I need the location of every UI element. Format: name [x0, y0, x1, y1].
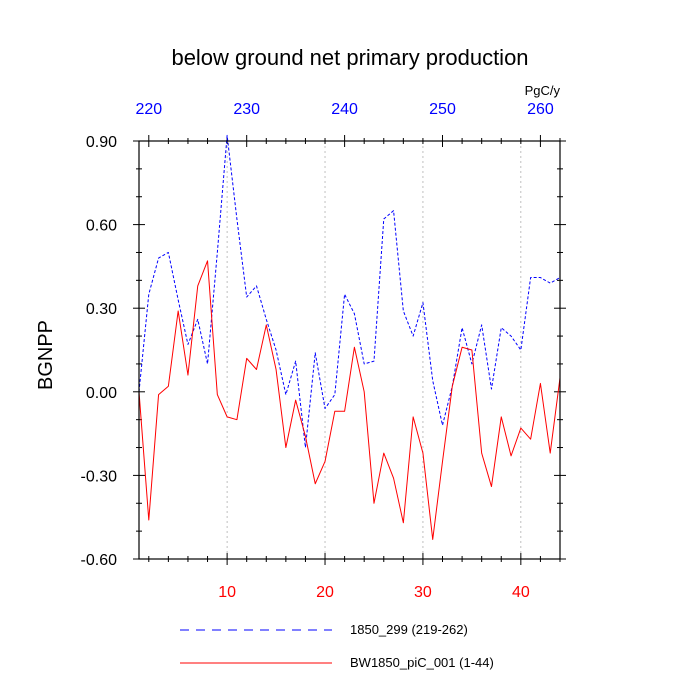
ytick-label-2: 0.00	[86, 385, 117, 402]
y-axis-label: BGNPP	[35, 320, 57, 390]
series-line-1	[138, 260, 561, 540]
units-label: PgC/y	[525, 83, 561, 98]
vertical-gridlines	[226, 141, 522, 559]
ytick-label-4: 0.60	[86, 218, 117, 235]
xtick-label-top-230: 230	[233, 101, 260, 118]
xtick-label-top-220: 220	[135, 101, 162, 118]
xtick-label-bottom-40: 40	[512, 584, 530, 601]
tick-labels: 10 20 30 40 220 230 240 250 260 -0.60 -0.30 0.00 0.3…	[81, 101, 554, 601]
xtick-label-bottom-10: 10	[218, 584, 236, 601]
xtick-label-bottom-30: 30	[414, 584, 432, 601]
xtick-label-bottom-20: 20	[316, 584, 334, 601]
ytick-label-0: -0.60	[81, 552, 118, 569]
chart-title: below ground net primary production	[171, 45, 528, 70]
xtick-label-top-250: 250	[429, 101, 456, 118]
plot-frame	[138, 140, 561, 560]
ytick-label-5: 0.90	[86, 134, 117, 151]
series-layer	[138, 134, 561, 540]
xtick-label-top-260: 260	[527, 101, 554, 118]
ytick-label-3: 0.30	[86, 301, 117, 318]
xtick-label-top-240: 240	[331, 101, 358, 118]
axis-ticks	[133, 135, 566, 565]
ytick-label-1: -0.30	[81, 468, 118, 485]
legend-label-bw1850-pic-001: BW1850_piC_001 (1-44)	[350, 655, 494, 670]
series-line-0	[138, 134, 561, 449]
legend-label-1850-299: 1850_299 (219-262)	[350, 622, 468, 637]
legend: 1850_299 (219-262) BW1850_piC_001 (1-44)	[180, 622, 494, 670]
